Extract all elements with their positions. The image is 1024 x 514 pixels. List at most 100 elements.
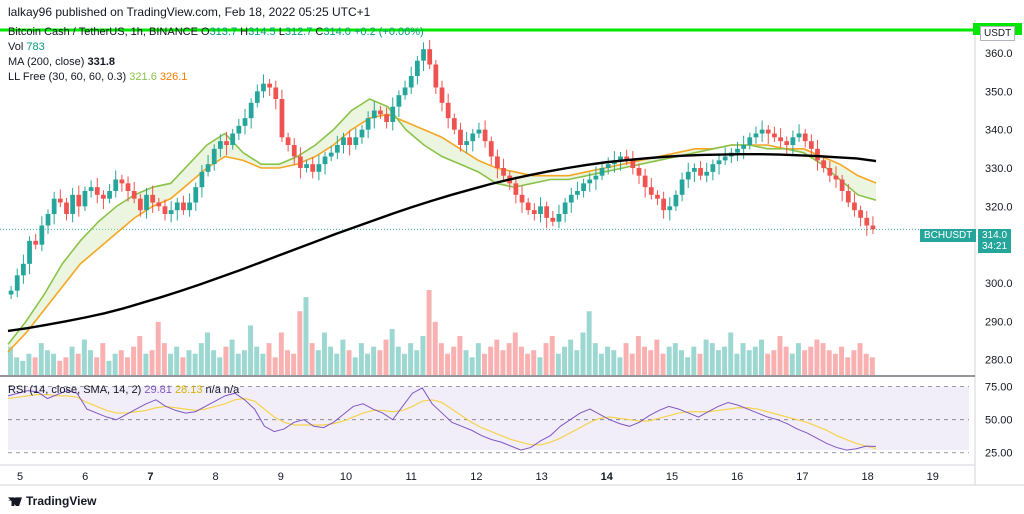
volume-bar xyxy=(654,339,660,375)
candle-body xyxy=(181,202,186,211)
candle-body xyxy=(248,102,254,119)
time-tick-label: 16 xyxy=(731,471,743,483)
candle-body xyxy=(119,179,125,184)
volume-bar xyxy=(57,360,63,375)
volume-bar xyxy=(648,350,654,375)
candle-body xyxy=(113,179,119,191)
volume-bar xyxy=(598,353,604,375)
candle-body xyxy=(685,171,691,180)
volume-bar xyxy=(14,357,20,375)
candle-body xyxy=(304,164,309,168)
candle-body xyxy=(741,145,747,149)
candle-body xyxy=(525,202,531,211)
candle-body xyxy=(790,137,796,145)
volume-bar xyxy=(401,353,407,375)
volume-bar xyxy=(223,346,229,375)
candle-body xyxy=(605,164,611,168)
volume-bar xyxy=(88,350,93,375)
volume-bar xyxy=(137,336,143,375)
candle-body xyxy=(470,133,476,142)
candle-body xyxy=(575,191,580,195)
time-tick-label: 13 xyxy=(535,471,547,483)
currency-label[interactable]: USDT xyxy=(980,26,1016,41)
volume-bar xyxy=(672,343,678,375)
price-tick-label: 330.0 xyxy=(985,163,1013,175)
volume-bar xyxy=(506,343,512,375)
volume-bar xyxy=(475,343,481,375)
candle-body xyxy=(273,87,279,99)
candle-body xyxy=(538,206,543,214)
volume-bar xyxy=(832,353,838,375)
candle-body xyxy=(556,214,562,222)
volume-bar xyxy=(734,353,740,375)
time-tick-label: 9 xyxy=(278,471,284,483)
candle-body xyxy=(581,183,586,191)
candle-body xyxy=(70,194,76,214)
candle-body xyxy=(833,175,839,180)
time-tick-label: 14 xyxy=(601,471,614,483)
volume-bar xyxy=(869,357,875,375)
candle-body xyxy=(144,194,149,211)
volume-bar xyxy=(826,350,832,375)
candle-body xyxy=(870,225,876,230)
tradingview-icon xyxy=(8,497,22,507)
volume-bar xyxy=(666,346,672,375)
candle-body xyxy=(298,156,303,168)
candle-body xyxy=(359,129,365,138)
ll-free-cloud xyxy=(7,98,877,353)
volume-bar xyxy=(488,346,494,375)
candle-body xyxy=(261,83,266,92)
candle-body xyxy=(64,202,69,214)
candle-body xyxy=(827,168,833,176)
volume-bar xyxy=(44,350,50,375)
volume-bar xyxy=(365,353,371,375)
volume-bar xyxy=(155,321,161,375)
candle-body xyxy=(8,290,14,295)
volume-bar xyxy=(500,350,506,375)
volume-bar xyxy=(309,343,315,375)
tradingview-logo[interactable]: TradingView xyxy=(8,494,96,508)
volume-bar xyxy=(635,336,641,375)
candle-body xyxy=(698,168,703,176)
volume-bar xyxy=(845,357,851,375)
candle-body xyxy=(445,102,451,119)
volume-bar xyxy=(377,350,383,375)
volume-legend: Vol 783 xyxy=(8,41,45,53)
ll-cloud-fill xyxy=(8,99,876,352)
candle-body xyxy=(624,156,630,161)
ll-legend: LL Free (30, 60, 60, 0.3) 321.6 326.1 xyxy=(8,71,188,83)
volume-bar xyxy=(241,350,247,375)
volume-bar xyxy=(512,332,518,375)
volume-bar xyxy=(395,346,401,375)
volume-bar xyxy=(623,343,629,375)
volume-bar xyxy=(808,346,814,375)
candle-body xyxy=(101,194,106,199)
volume-bar xyxy=(728,332,734,375)
volume-bar xyxy=(69,346,75,375)
volume-bar xyxy=(703,339,709,375)
volume-bar xyxy=(814,339,820,375)
volume-bar xyxy=(174,346,180,375)
candle-body xyxy=(513,183,519,195)
rsi-legend: RSI (14, close, SMA, 14, 2) 29.81 28.13 … xyxy=(8,384,240,396)
volume-bar xyxy=(63,357,69,375)
candle-body xyxy=(562,202,568,214)
candle-body xyxy=(107,191,112,199)
volume-bar xyxy=(457,336,463,375)
volume-bar xyxy=(248,325,254,375)
volume-bar xyxy=(537,357,543,375)
volume-bar xyxy=(229,339,235,375)
volume-bar xyxy=(709,343,715,375)
volume-bar xyxy=(463,350,469,375)
volume-bar xyxy=(586,311,592,375)
candle-body xyxy=(587,179,593,184)
last-price-tag: 314.0 34:21 xyxy=(978,229,1012,253)
volume-bar xyxy=(315,350,321,375)
candle-body xyxy=(82,191,88,207)
volume-bar xyxy=(562,346,567,375)
candle-body xyxy=(168,210,174,214)
candle-body xyxy=(421,49,426,61)
volume-bar xyxy=(168,353,174,375)
time-tick-label: 18 xyxy=(861,471,873,483)
